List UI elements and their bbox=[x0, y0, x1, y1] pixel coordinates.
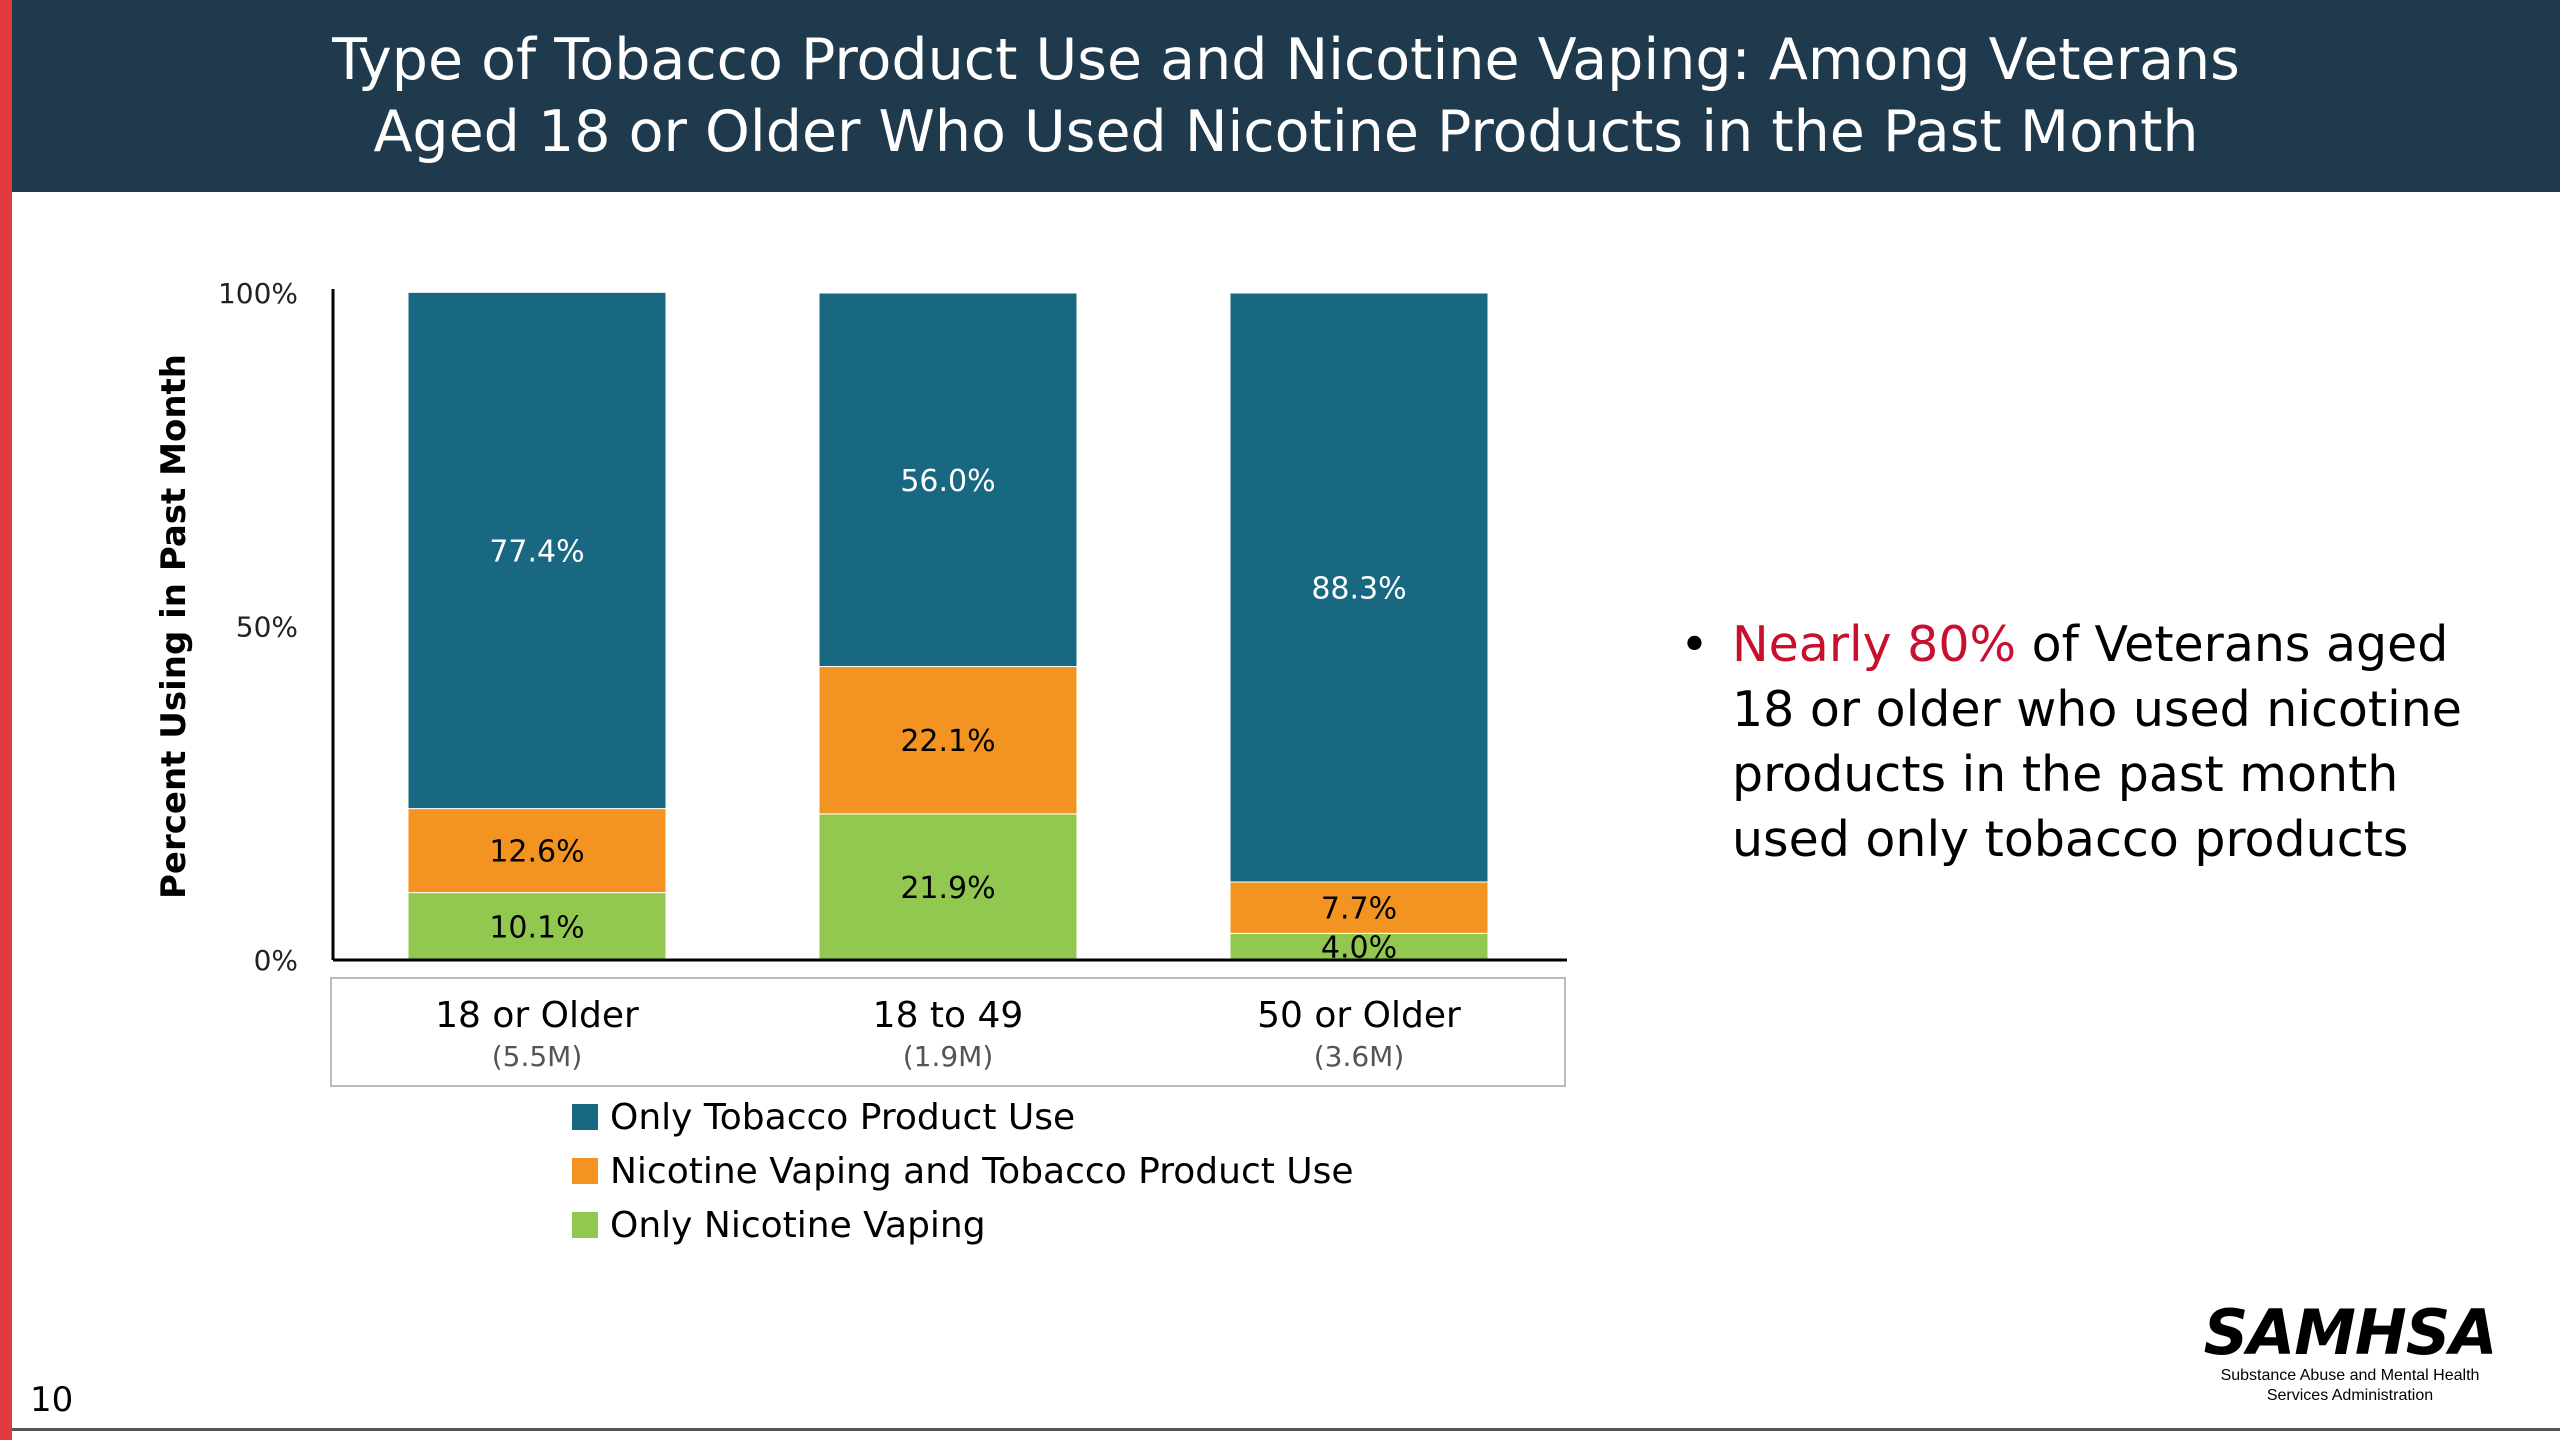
data-label: 12.6% bbox=[489, 835, 584, 870]
data-label: 77.4% bbox=[489, 534, 584, 569]
key-finding-bullet: • Nearly 80% of Veterans aged 18 or olde… bbox=[1680, 612, 2500, 872]
slide-title-line-2: Aged 18 or Older Who Used Nicotine Produ… bbox=[373, 99, 2199, 165]
slide-title-line-1: Type of Tobacco Product Use and Nicotine… bbox=[332, 27, 2240, 93]
key-finding-text: Nearly 80% of Veterans aged 18 or older … bbox=[1732, 612, 2500, 872]
x-tick-label: 50 or Older bbox=[1257, 995, 1461, 1036]
bar-segment bbox=[407, 808, 667, 894]
slide-title: Type of Tobacco Product Use and Nicotine… bbox=[332, 24, 2240, 168]
logo-subtitle-line-1: Substance Abuse and Mental Health bbox=[2220, 1367, 2480, 1384]
data-label: 22.1% bbox=[900, 724, 995, 759]
left-accent-bar bbox=[0, 0, 12, 1440]
legend-item: Only Nicotine Vaping bbox=[572, 1198, 1354, 1252]
legend-swatch bbox=[572, 1158, 598, 1184]
bar-segment bbox=[1229, 932, 1489, 961]
data-label: 10.1% bbox=[489, 910, 584, 945]
y-tick-label: 50% bbox=[236, 611, 298, 644]
legend-label: Only Nicotine Vaping bbox=[610, 1204, 986, 1246]
bar-segment bbox=[407, 291, 667, 810]
bar-segment bbox=[818, 292, 1078, 668]
legend-label: Only Tobacco Product Use bbox=[610, 1096, 1076, 1138]
data-label: 7.7% bbox=[1321, 892, 1397, 927]
legend-swatch bbox=[572, 1104, 598, 1130]
bullet-dot: • bbox=[1680, 616, 1709, 673]
bar-segment bbox=[407, 892, 667, 961]
y-tick-label: 100% bbox=[218, 277, 298, 310]
data-label: 88.3% bbox=[1311, 571, 1406, 606]
key-finding-body: of Veterans aged 18 or older who used ni… bbox=[1732, 616, 2462, 868]
y-tick-label: 0% bbox=[254, 944, 298, 977]
bar-segment bbox=[818, 666, 1078, 815]
data-label: 56.0% bbox=[900, 464, 995, 499]
legend-item: Only Tobacco Product Use bbox=[572, 1090, 1354, 1144]
legend-label: Nicotine Vaping and Tobacco Product Use bbox=[610, 1150, 1354, 1192]
bar-segment bbox=[1229, 292, 1489, 883]
x-tick-label: 18 or Older bbox=[435, 995, 639, 1036]
bar-segment bbox=[818, 813, 1078, 961]
page-number: 10 bbox=[30, 1380, 74, 1420]
bar-segment bbox=[1229, 881, 1489, 934]
chart-legend: Only Tobacco Product Use Nicotine Vaping … bbox=[572, 1090, 1354, 1252]
category-label-box bbox=[330, 977, 1566, 1087]
title-band: Type of Tobacco Product Use and Nicotine… bbox=[12, 0, 2560, 192]
logo-subtitle-line-2: Services Administration bbox=[2266, 1387, 2434, 1404]
legend-item: Nicotine Vaping and Tobacco Product Use bbox=[572, 1144, 1354, 1198]
logo-wordmark: SAMHSA bbox=[2203, 1296, 2498, 1369]
x-tick-sublabel: (3.6M) bbox=[1314, 1040, 1405, 1073]
x-tick-sublabel: (1.9M) bbox=[903, 1040, 994, 1073]
bottom-rule bbox=[12, 1428, 2560, 1431]
data-label: 21.9% bbox=[900, 871, 995, 906]
x-tick-label: 18 to 49 bbox=[873, 995, 1024, 1036]
legend-swatch bbox=[572, 1212, 598, 1238]
y-axis-title: Percent Using in Past Month bbox=[154, 354, 194, 899]
key-finding-emphasis: Nearly 80% bbox=[1732, 616, 2017, 673]
samhsa-logo: SAMHSA Substance Abuse and Mental Health… bbox=[2200, 1300, 2500, 1406]
x-tick-sublabel: (5.5M) bbox=[492, 1040, 583, 1073]
